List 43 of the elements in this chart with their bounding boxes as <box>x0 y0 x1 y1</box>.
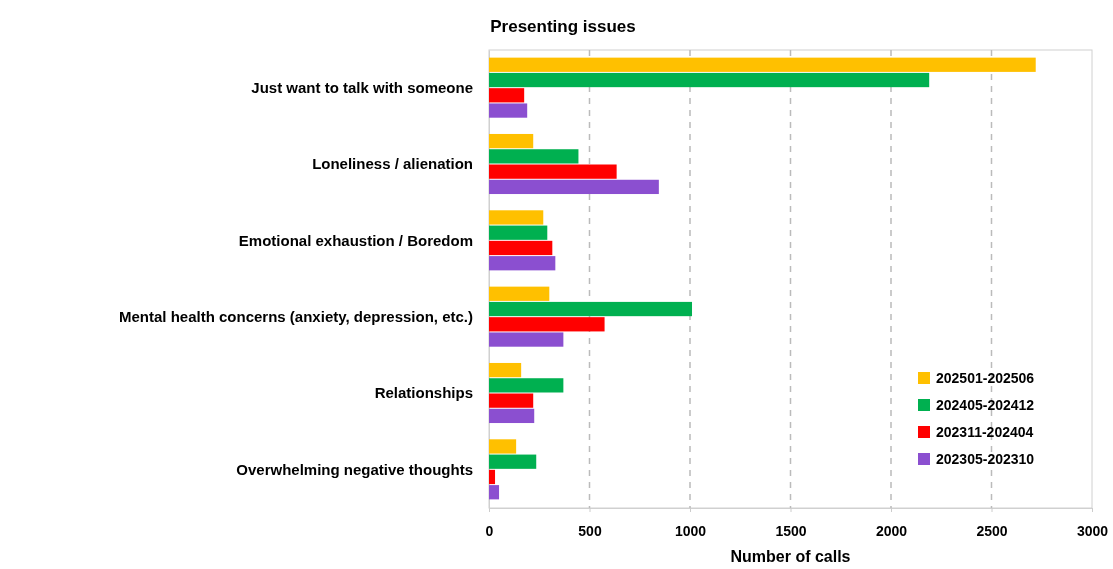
bar <box>489 332 564 347</box>
bar <box>489 240 553 256</box>
bar <box>489 57 1036 72</box>
bar <box>489 378 564 393</box>
bar <box>489 362 522 378</box>
x-tick-label: 1000 <box>674 522 707 539</box>
bar <box>489 317 605 332</box>
bar <box>489 72 930 88</box>
bar <box>489 485 500 500</box>
bar <box>489 133 534 149</box>
bar <box>489 179 659 195</box>
y-tick-label: Mental health concerns (anxiety, depression, etc.) <box>119 307 473 325</box>
bar <box>489 408 535 424</box>
bar <box>489 88 525 103</box>
bar <box>489 286 550 301</box>
bar <box>489 393 534 408</box>
y-tick-label: Emotional exhaustion / Boredom <box>238 231 473 249</box>
chart-title: Presenting issues <box>490 17 636 36</box>
bar <box>489 225 548 240</box>
y-tick-label: Relationships <box>374 384 473 402</box>
bar <box>489 301 693 317</box>
x-tick-label: 3000 <box>1076 522 1109 539</box>
y-tick-label: Just want to talk with someone <box>251 78 473 96</box>
bar <box>489 469 496 485</box>
bar <box>489 164 617 179</box>
y-tick-label: Overwhelming negative thoughts <box>236 460 473 478</box>
legend-label: 202405-202412 <box>936 397 1035 413</box>
legend-label: 202501-202506 <box>936 370 1035 386</box>
x-tick-label: 0 <box>485 522 494 539</box>
y-tick-label: Loneliness / alienation <box>312 155 473 173</box>
x-tick-label: 2000 <box>875 522 908 539</box>
x-tick-label: 500 <box>578 522 602 539</box>
bar <box>489 256 556 271</box>
x-tick-label: 2500 <box>976 522 1008 539</box>
bar <box>489 439 517 454</box>
legend-label: 202311-202404 <box>936 424 1034 440</box>
bar <box>489 103 528 118</box>
bar <box>489 149 579 164</box>
x-tick-label: 1500 <box>775 522 807 539</box>
bar <box>489 210 544 225</box>
x-axis-title: Number of calls <box>730 548 851 565</box>
bar <box>489 454 537 469</box>
legend-label: 202305-202310 <box>936 451 1035 467</box>
